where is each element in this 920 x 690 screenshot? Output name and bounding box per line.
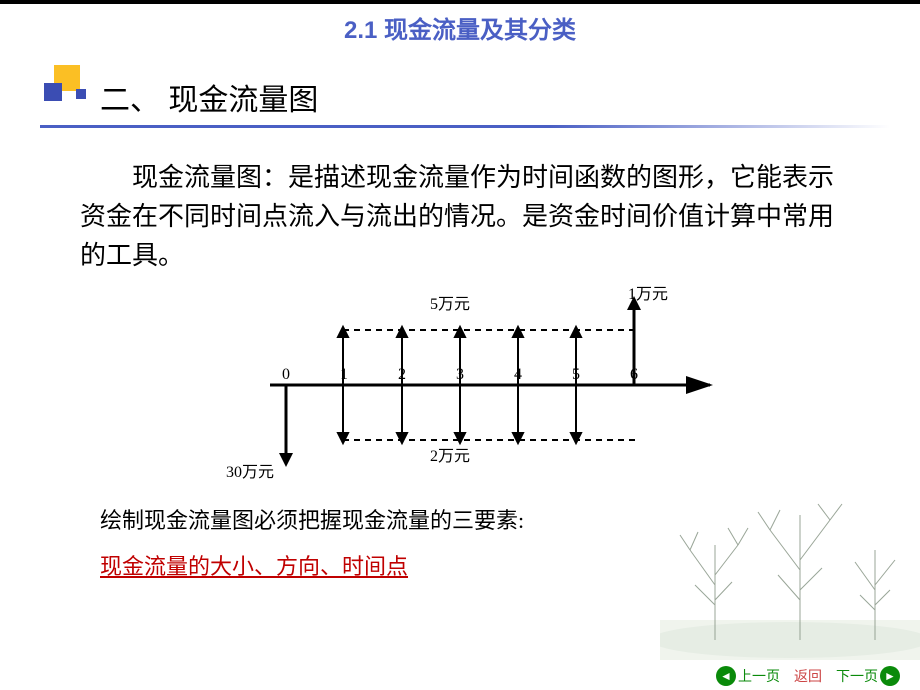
next-button[interactable]: 下一页 ►: [836, 666, 900, 686]
chapter-title: 2.1 现金流量及其分类: [0, 10, 920, 45]
prev-label: 上一页: [738, 666, 780, 686]
section-underline: [40, 125, 890, 128]
arrow-right-icon: ►: [880, 666, 900, 686]
diagram-label-5wy: 5万元: [430, 296, 470, 313]
header-decoration-icon: [40, 65, 90, 115]
diagram-label-30wy: 30万元: [226, 464, 274, 481]
nav-bar: ◄ 上一页 返回 下一页 ►: [716, 666, 900, 686]
return-button[interactable]: 返回: [794, 666, 822, 686]
cashflow-diagram: 5万元 1万元 2万元 30万元 0 1 2 3 4 5 6: [180, 285, 740, 485]
top-border: [0, 0, 920, 4]
svg-text:0: 0: [282, 366, 290, 383]
diagram-label-2wy: 2万元: [430, 448, 470, 465]
arrow-left-icon: ◄: [716, 666, 736, 686]
tree-decoration-icon: [660, 490, 920, 660]
paragraph-text: 现金流量图：是描述现金流量作为时间函数的图形，它能表示资金在不同时间点流入与流出…: [80, 158, 840, 275]
prev-button[interactable]: ◄ 上一页: [716, 666, 780, 686]
next-label: 下一页: [836, 666, 878, 686]
section-header: 二、 现金流量图: [40, 75, 920, 128]
section-title: 二、 现金流量图: [40, 75, 920, 119]
